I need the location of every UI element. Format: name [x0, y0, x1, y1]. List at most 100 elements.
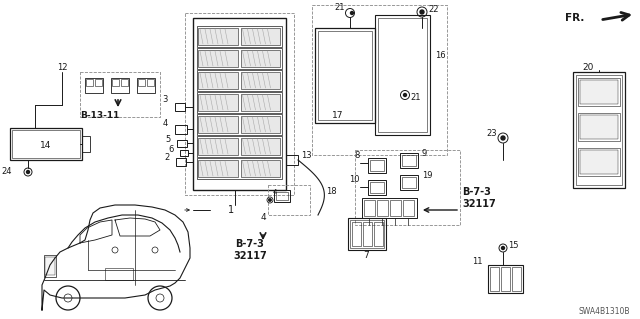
- Text: FR.: FR.: [565, 13, 584, 23]
- Bar: [197, 158, 282, 179]
- Bar: [241, 28, 280, 45]
- Bar: [12, 130, 80, 158]
- Bar: [241, 160, 280, 177]
- Text: B-7-3
32117: B-7-3 32117: [233, 239, 267, 261]
- Text: 13: 13: [301, 151, 312, 160]
- Bar: [390, 200, 401, 216]
- Text: 2: 2: [164, 153, 170, 162]
- Bar: [121, 79, 128, 86]
- Text: 22: 22: [428, 5, 438, 14]
- Bar: [370, 182, 384, 193]
- Bar: [578, 113, 620, 141]
- Bar: [400, 175, 418, 190]
- Bar: [198, 116, 237, 133]
- Bar: [374, 222, 383, 246]
- Text: 4: 4: [163, 118, 168, 128]
- Text: 9: 9: [422, 149, 428, 158]
- Bar: [198, 50, 237, 67]
- Circle shape: [403, 93, 406, 97]
- Circle shape: [501, 136, 505, 140]
- Text: SWA4B1310B: SWA4B1310B: [579, 308, 630, 316]
- Bar: [10, 128, 82, 160]
- Text: B-7-3
32117: B-7-3 32117: [462, 187, 496, 209]
- Text: 17: 17: [332, 110, 344, 120]
- Bar: [241, 94, 280, 111]
- Text: 19: 19: [422, 170, 433, 180]
- Bar: [137, 78, 155, 93]
- Bar: [198, 138, 237, 155]
- Bar: [197, 136, 282, 157]
- Circle shape: [26, 170, 29, 174]
- Bar: [363, 222, 372, 246]
- Bar: [573, 72, 625, 188]
- Bar: [198, 160, 237, 177]
- Text: 18: 18: [326, 188, 337, 197]
- Text: 5: 5: [166, 136, 171, 145]
- Text: 1: 1: [228, 205, 234, 215]
- Bar: [147, 79, 154, 86]
- Text: 20: 20: [582, 63, 594, 72]
- Bar: [44, 255, 56, 277]
- Bar: [512, 267, 521, 291]
- Text: 24: 24: [1, 167, 12, 176]
- Bar: [175, 125, 187, 134]
- Bar: [198, 94, 237, 111]
- Bar: [95, 79, 102, 86]
- Text: 14: 14: [40, 140, 52, 150]
- Bar: [488, 265, 523, 293]
- Text: B-13-11: B-13-11: [80, 112, 120, 121]
- Bar: [197, 70, 282, 91]
- Bar: [362, 198, 417, 218]
- Bar: [368, 158, 386, 173]
- Bar: [370, 160, 384, 171]
- Bar: [86, 79, 93, 86]
- Bar: [276, 192, 288, 200]
- Bar: [501, 267, 510, 291]
- Text: 10: 10: [349, 175, 360, 184]
- Text: 16: 16: [435, 50, 445, 60]
- Bar: [180, 150, 188, 156]
- Text: 21: 21: [335, 4, 345, 12]
- Bar: [580, 150, 618, 174]
- Bar: [400, 153, 418, 168]
- Text: 21: 21: [410, 93, 420, 102]
- Bar: [580, 80, 618, 104]
- Text: 7: 7: [363, 250, 369, 259]
- Bar: [402, 177, 416, 188]
- Bar: [348, 218, 386, 250]
- Bar: [274, 190, 290, 202]
- Bar: [175, 103, 185, 111]
- Bar: [138, 79, 145, 86]
- Bar: [198, 72, 237, 89]
- Bar: [576, 75, 622, 185]
- Bar: [241, 72, 280, 89]
- Bar: [80, 72, 160, 117]
- Bar: [355, 150, 460, 225]
- Bar: [197, 26, 282, 47]
- Bar: [580, 115, 618, 139]
- Text: 15: 15: [508, 241, 518, 250]
- Bar: [197, 92, 282, 113]
- Bar: [352, 222, 361, 246]
- Circle shape: [351, 11, 353, 14]
- Circle shape: [502, 247, 504, 249]
- Bar: [402, 155, 416, 166]
- Bar: [241, 116, 280, 133]
- Bar: [111, 78, 129, 93]
- Bar: [286, 155, 298, 165]
- Bar: [375, 15, 430, 135]
- Text: 11: 11: [472, 257, 483, 266]
- Bar: [112, 79, 119, 86]
- Circle shape: [420, 10, 424, 14]
- Bar: [241, 50, 280, 67]
- Bar: [490, 267, 499, 291]
- Bar: [82, 136, 90, 152]
- Bar: [198, 28, 237, 45]
- Bar: [364, 200, 375, 216]
- Bar: [197, 114, 282, 135]
- Bar: [193, 18, 286, 190]
- Bar: [176, 158, 186, 166]
- Bar: [350, 220, 384, 248]
- Text: 4: 4: [273, 189, 277, 195]
- Bar: [185, 13, 294, 195]
